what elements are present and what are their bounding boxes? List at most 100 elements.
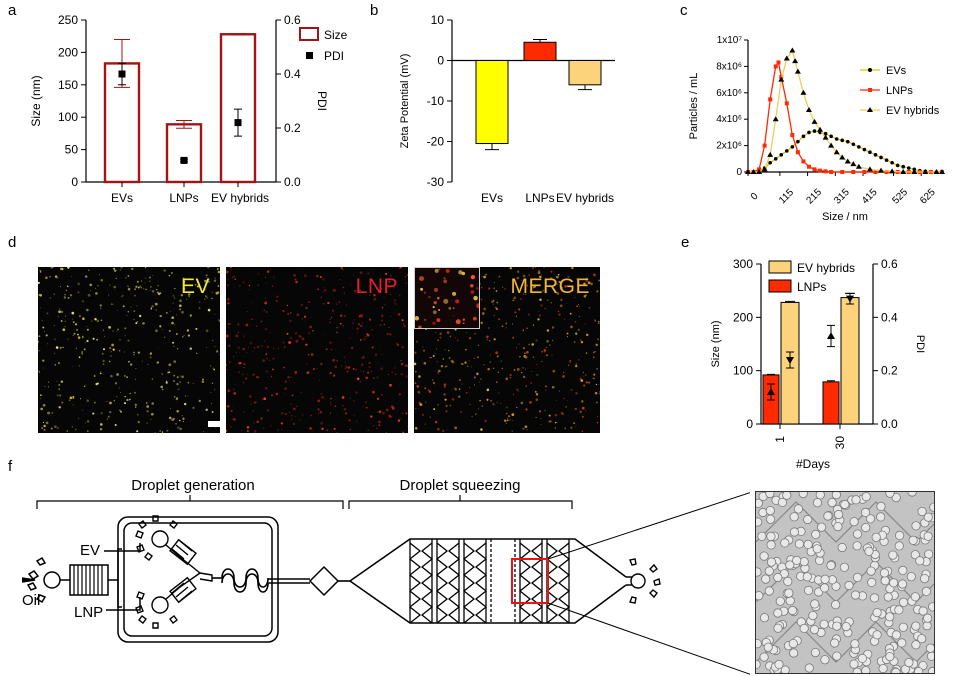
micrograph-particle <box>343 315 346 318</box>
micrograph-particle <box>504 288 506 290</box>
micrograph-particle <box>584 323 586 325</box>
micrograph-particle <box>106 401 108 402</box>
micrograph-particle <box>64 320 66 323</box>
a-y2tick-label: 0.0 <box>284 175 301 189</box>
micrograph-particle <box>56 394 59 397</box>
e-ytick-label: 0 <box>746 417 753 431</box>
droplet <box>798 492 808 499</box>
micrograph-particle <box>85 422 87 424</box>
droplet <box>895 530 905 541</box>
micrograph-particle <box>355 368 357 371</box>
c-point-hybrid <box>778 76 785 82</box>
micrograph-particle <box>360 363 364 367</box>
droplet <box>891 630 901 640</box>
droplet <box>911 521 921 531</box>
droplet <box>920 574 930 584</box>
micrograph-particle <box>356 308 358 310</box>
micrograph-particle <box>335 398 337 400</box>
micrograph-particle <box>182 417 185 420</box>
micrograph-particle <box>516 368 520 371</box>
micrograph-particle <box>454 328 457 331</box>
micrograph-particle <box>451 398 455 401</box>
micrograph-particle <box>167 369 169 371</box>
micrograph-particle <box>344 367 346 369</box>
micrograph-particle <box>362 301 364 303</box>
micrograph-particle <box>549 344 551 346</box>
micrograph-particle <box>54 425 57 428</box>
micrograph-particle <box>294 278 297 281</box>
micrograph-particle <box>136 280 139 283</box>
micrograph-particle <box>94 401 96 404</box>
micrograph-particle <box>420 287 424 291</box>
c-ytick-label: 0 <box>736 167 742 178</box>
micrograph-particle <box>567 275 570 279</box>
c-point-hybrid <box>866 166 873 172</box>
micrograph-particle <box>462 363 464 365</box>
micrograph-particle <box>329 412 331 414</box>
droplet <box>759 613 770 623</box>
micrograph-particle <box>507 417 509 419</box>
micrograph-particle <box>402 311 404 313</box>
micrograph-particle <box>148 276 152 279</box>
micrograph-particle <box>211 403 213 405</box>
micrograph-particle <box>572 286 574 289</box>
micrograph-particle <box>333 374 336 377</box>
zoom-region-box[interactable] <box>511 558 549 604</box>
micrograph-particle <box>211 291 213 294</box>
micrograph-particle <box>418 325 422 328</box>
micrograph-particle <box>146 410 149 413</box>
micrograph-particle <box>228 326 230 328</box>
droplet <box>872 630 882 640</box>
micrograph-particle <box>64 315 67 317</box>
micrograph-particle <box>303 274 307 277</box>
micrograph-particle <box>493 338 496 341</box>
micrograph-particle <box>588 306 591 309</box>
droplet <box>894 605 904 615</box>
micrograph-particle <box>372 425 375 427</box>
a-y2tick-label: 0.4 <box>284 67 301 81</box>
micrograph-particle <box>400 373 403 376</box>
micrograph-particle <box>449 335 452 338</box>
micrograph-particle <box>241 373 244 376</box>
micrograph-particle <box>144 267 147 269</box>
micrograph-particle <box>579 410 582 414</box>
micrograph-particle <box>255 376 259 379</box>
micrograph-ev-dots <box>38 267 220 433</box>
micrograph-particle <box>261 345 263 347</box>
a-bar <box>219 33 257 184</box>
micrograph-particle <box>317 412 320 415</box>
micrograph-particle <box>405 282 408 284</box>
micrograph-particle <box>117 310 118 311</box>
micrograph-particle <box>505 377 508 381</box>
micrograph-particle <box>439 336 442 339</box>
micrograph-particle <box>108 326 111 329</box>
micrograph-particle <box>305 306 308 310</box>
micrograph-particle <box>299 418 301 421</box>
c-point-hybrid <box>745 169 751 174</box>
micrograph-particle <box>466 392 468 394</box>
micrograph-particle <box>526 351 529 354</box>
droplet <box>869 593 880 603</box>
micrograph-particle <box>184 402 187 406</box>
micrograph-particle <box>490 354 491 356</box>
micrograph-particle <box>544 308 546 310</box>
micrograph-particle <box>542 289 545 293</box>
a-ylabel: Size (nm) <box>29 75 43 126</box>
label-oil: Oil <box>22 592 40 609</box>
micrograph-particle <box>78 417 79 419</box>
micrograph-particle <box>424 423 426 425</box>
micrograph-particle <box>319 276 322 279</box>
micrograph-particle <box>522 293 525 296</box>
micrograph-particle <box>103 335 106 337</box>
a-ytick-label: 50 <box>65 143 79 157</box>
micrograph-particle <box>254 270 256 272</box>
micrograph-particle <box>342 286 345 289</box>
micrograph-particle <box>585 333 589 337</box>
micrograph-particle <box>251 318 253 321</box>
micrograph-particle <box>167 371 170 374</box>
micrograph-particle <box>135 368 137 370</box>
micrograph-particle <box>479 399 482 402</box>
micrograph-particle <box>348 419 351 422</box>
droplet <box>894 541 904 551</box>
b-bar <box>568 60 602 86</box>
